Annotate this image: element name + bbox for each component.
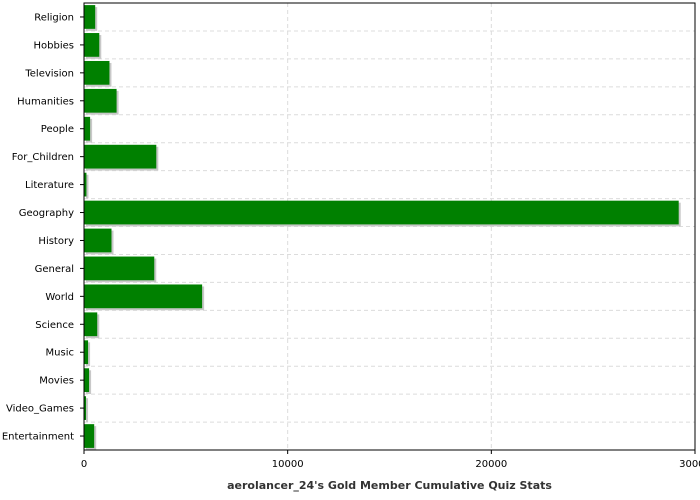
category-label: People	[41, 124, 74, 135]
category-label: Religion	[34, 12, 74, 23]
grid-lines	[84, 3, 696, 450]
bar-hobbies	[84, 33, 100, 57]
category-label: Geography	[19, 208, 74, 219]
x-tick-label: 0	[81, 459, 87, 470]
bar-humanities	[84, 88, 117, 113]
bar-music	[84, 340, 89, 365]
bar-general	[84, 256, 155, 281]
bar-television	[84, 60, 110, 85]
category-label: For_Children	[12, 152, 74, 163]
bar-video-games	[84, 396, 87, 420]
bar-for-children	[84, 144, 157, 169]
bar-entertainment	[84, 424, 95, 448]
category-label: Science	[35, 320, 74, 331]
x-tick-label: 20000	[475, 459, 507, 470]
bar-science	[84, 312, 98, 337]
bar-world	[84, 284, 203, 309]
category-label: General	[35, 264, 74, 275]
category-label: History	[38, 236, 74, 247]
category-label: Television	[24, 68, 74, 79]
bar-history	[84, 228, 112, 253]
category-label: Humanities	[17, 96, 74, 107]
category-label: Entertainment	[2, 432, 74, 443]
bar-movies	[84, 368, 90, 393]
category-label: Literature	[25, 180, 74, 191]
bar-geography	[84, 200, 679, 225]
category-labels: Religion Hobbies Television Humanities Peopl…	[2, 12, 84, 443]
category-label: Video_Games	[6, 404, 74, 415]
x-axis-title: aerolancer_24's Gold Member Cumulative Q…	[227, 479, 552, 492]
bar-shadow	[86, 398, 89, 422]
bars	[84, 5, 681, 450]
x-tick-labels: 0 10000 20000 30000	[81, 450, 700, 470]
category-label: Movies	[39, 376, 74, 387]
category-label: Music	[46, 348, 74, 359]
bar-shadow	[86, 174, 89, 199]
x-tick-label: 30000	[679, 459, 700, 470]
bar-people	[84, 116, 91, 141]
x-tick-label: 10000	[272, 459, 304, 470]
category-label: Hobbies	[34, 40, 74, 51]
bar-religion	[84, 5, 96, 29]
bar-literature	[84, 172, 87, 197]
category-label: World	[45, 292, 74, 303]
